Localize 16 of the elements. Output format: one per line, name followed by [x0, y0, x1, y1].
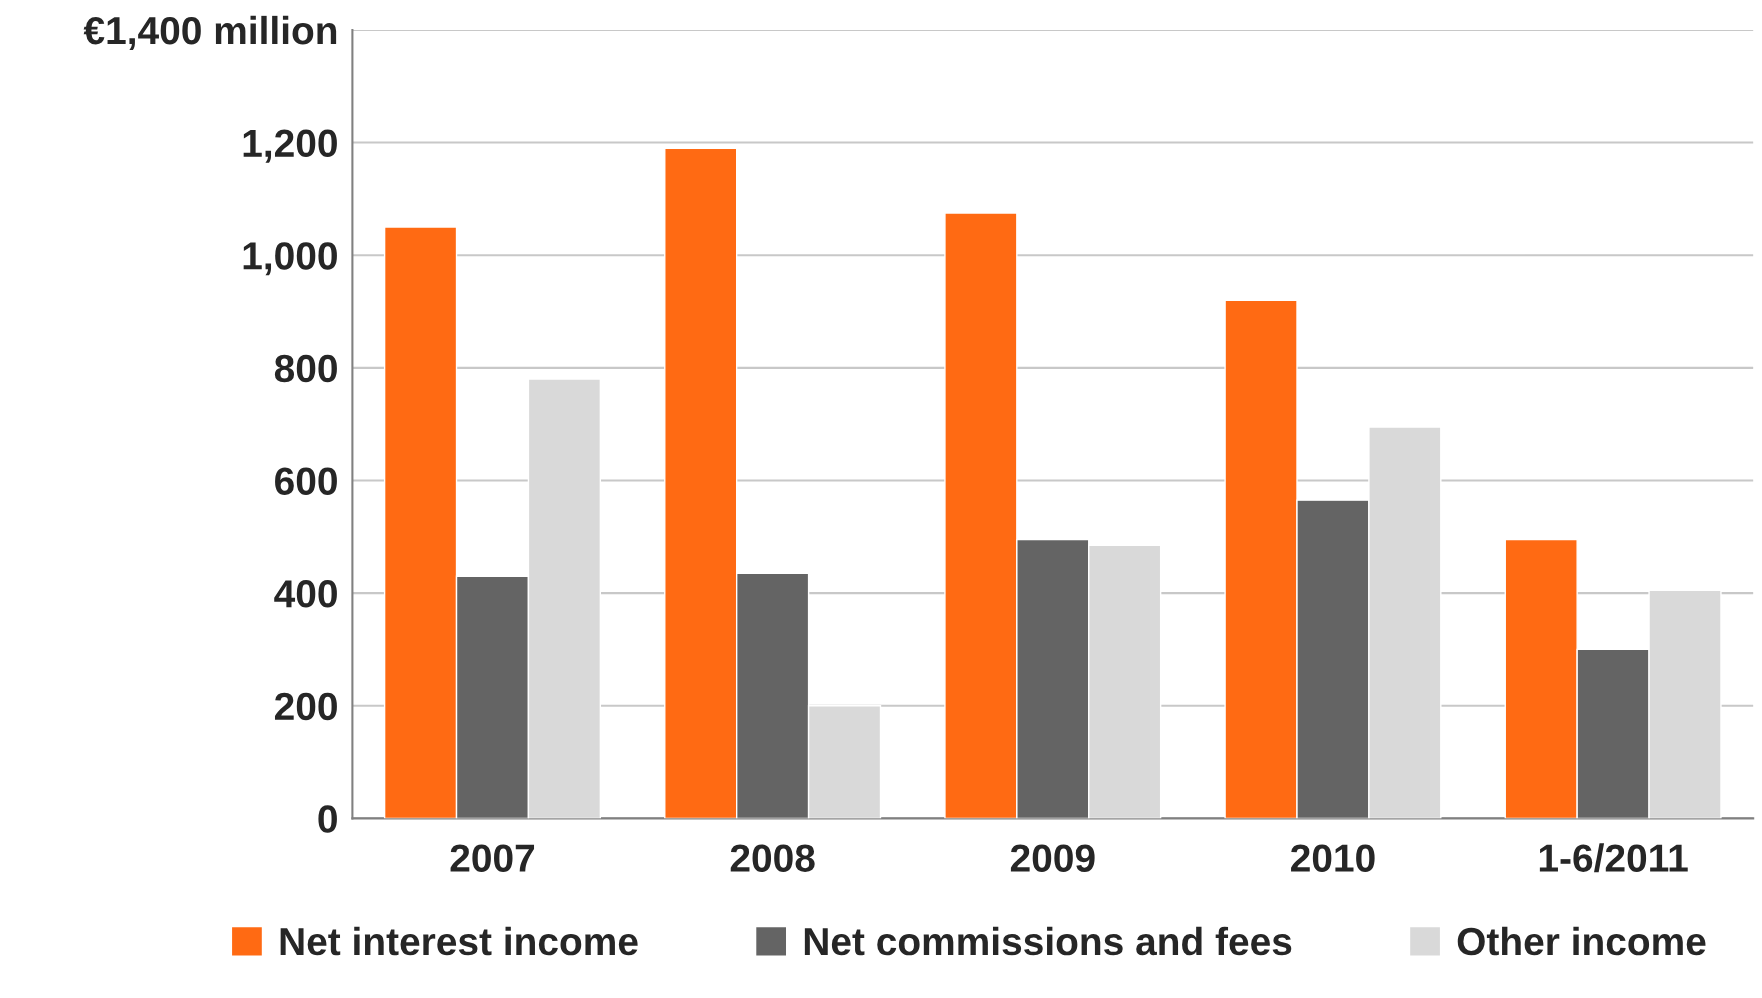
y-tick-label: 200 [274, 692, 337, 721]
x-tick-label: 1-6/2011 [1539, 843, 1688, 873]
y-tick-label: 800 [274, 354, 337, 383]
y-tick-label: 1,200 [243, 129, 337, 163]
x-tick-label: 2010 [1291, 844, 1375, 872]
legend-label: Net interest income [280, 926, 638, 956]
x-tick-label: 2007 [450, 844, 535, 872]
legend-label: Net commissions and fees [804, 926, 1292, 956]
x-tick-label: 2009 [1010, 844, 1095, 872]
y-tick-label: €1,400 million [83, 15, 337, 51]
y-tick-label: 1,000 [243, 242, 337, 276]
legend-label: Other income [1457, 926, 1706, 956]
y-tick-label: 400 [274, 580, 337, 608]
y-tick-label: 600 [275, 467, 337, 495]
x-tick-label: 2008 [730, 844, 815, 872]
y-tick-label: 0 [318, 805, 337, 833]
